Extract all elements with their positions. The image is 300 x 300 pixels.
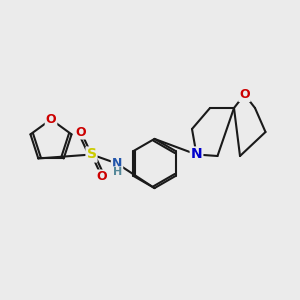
Text: S: S [86,148,97,161]
Text: O: O [239,88,250,101]
Text: N: N [191,148,202,161]
Text: O: O [97,170,107,184]
Text: O: O [76,125,86,139]
Text: O: O [46,113,56,126]
Text: N: N [112,157,122,170]
Text: H: H [113,167,122,177]
